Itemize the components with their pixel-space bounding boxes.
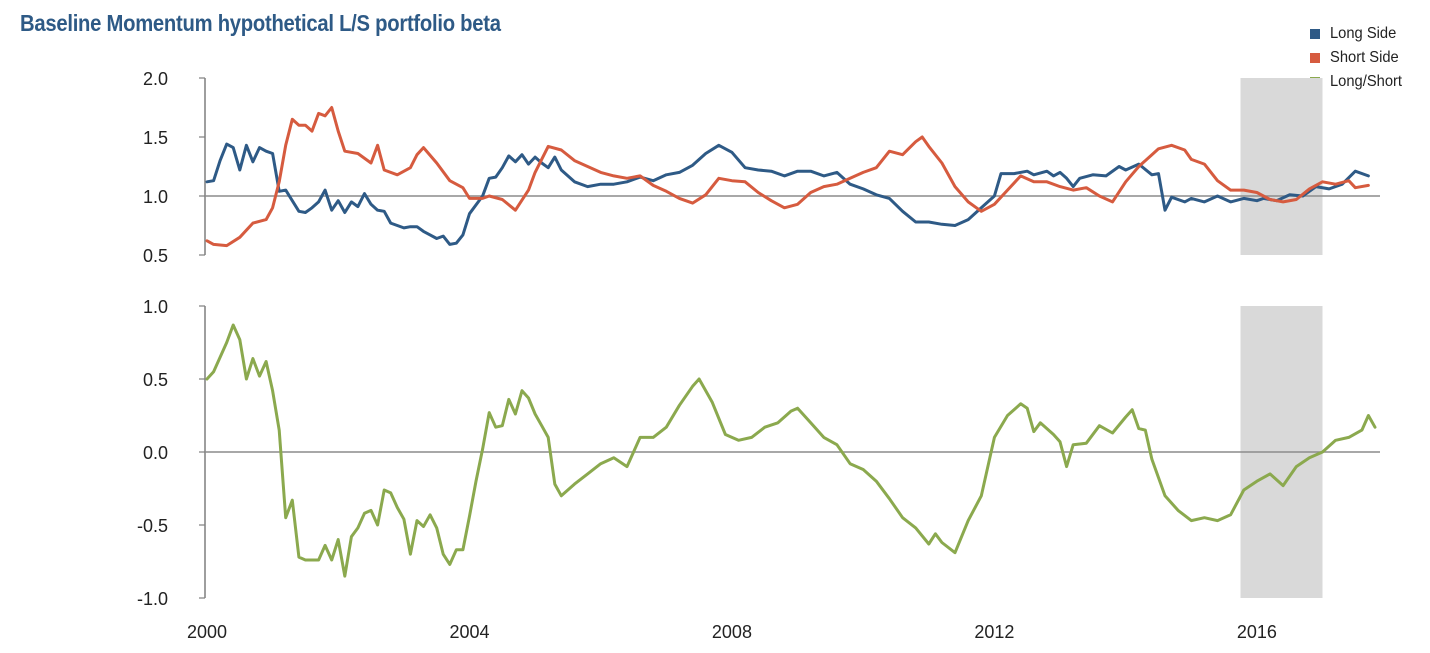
y-tick-label-bottom: -1.0 bbox=[137, 589, 168, 609]
y-tick-label-top: 1.5 bbox=[143, 128, 168, 148]
x-tick-label: 2008 bbox=[712, 622, 752, 642]
y-tick-label-top: 2.0 bbox=[143, 69, 168, 89]
legend: Long Side Short Side Long/Short bbox=[1310, 22, 1408, 94]
chart-title: Baseline Momentum hypothetical L/S portf… bbox=[20, 10, 501, 36]
legend-swatch-long-side bbox=[1310, 29, 1320, 39]
legend-label-long-side: Long Side bbox=[1330, 25, 1397, 42]
x-tick-label: 2012 bbox=[974, 622, 1014, 642]
x-tick-label: 2000 bbox=[187, 622, 227, 642]
legend-label-short-side: Short Side bbox=[1330, 49, 1399, 66]
y-tick-label-bottom: 0.5 bbox=[143, 370, 168, 390]
legend-item-long-side: Long Side bbox=[1310, 22, 1408, 46]
shaded-region-top bbox=[1240, 78, 1323, 255]
series-line-short-side bbox=[205, 106, 1370, 248]
y-tick-label-top: 0.5 bbox=[143, 246, 168, 266]
series-line-long-side bbox=[205, 142, 1370, 246]
y-tick-label-bottom: -0.5 bbox=[137, 516, 168, 536]
y-tick-label-bottom: 0.0 bbox=[143, 443, 168, 463]
series-line-long-short bbox=[205, 323, 1377, 578]
y-tick-label-top: 1.0 bbox=[143, 187, 168, 207]
x-tick-label: 2016 bbox=[1237, 622, 1277, 642]
legend-swatch-short-side bbox=[1310, 53, 1320, 63]
x-tick-label: 2004 bbox=[449, 622, 489, 642]
y-tick-label-bottom: 1.0 bbox=[143, 297, 168, 317]
legend-item-short-side: Short Side bbox=[1310, 46, 1408, 70]
legend-label-long-short: Long/Short bbox=[1330, 73, 1403, 90]
